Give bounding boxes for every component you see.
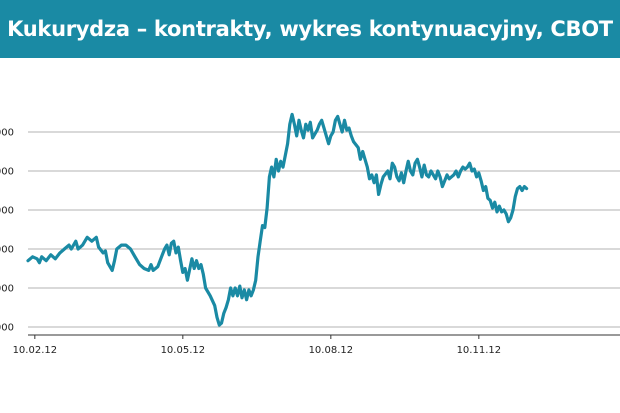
y-tick-label: 3,000	[0, 245, 14, 256]
y-tick-label: 5,000	[0, 167, 14, 178]
chart-title: Kukurydza – kontrakty, wykres kontynuacy…	[7, 17, 613, 41]
chart-title-bar: Kukurydza – kontrakty, wykres kontynuacy…	[0, 0, 620, 58]
line-chart: 1,0002,0003,0004,0005,0006,000 10.02.121…	[0, 58, 620, 413]
y-tick-label: 6,000	[0, 128, 14, 139]
series-group	[28, 114, 527, 325]
x-tick-label: 10.05.12	[161, 345, 206, 356]
y-tick-label: 2,000	[0, 284, 14, 295]
x-tick-label: 10.08.12	[309, 345, 354, 356]
x-tick-label: 10.11.12	[457, 345, 502, 356]
y-tick-label: 4,000	[0, 206, 14, 217]
x-tick-labels: 10.02.12 10.05.12 10.08.12 10.11.12	[13, 335, 502, 356]
series-line	[28, 114, 527, 325]
y-tick-label: 1,000	[0, 323, 14, 334]
gridlines	[28, 132, 620, 327]
y-tick-labels: 1,000 2,000 3,000 4,000 5,000 6,000	[0, 128, 14, 334]
x-tick-label: 10.02.12	[13, 345, 58, 356]
